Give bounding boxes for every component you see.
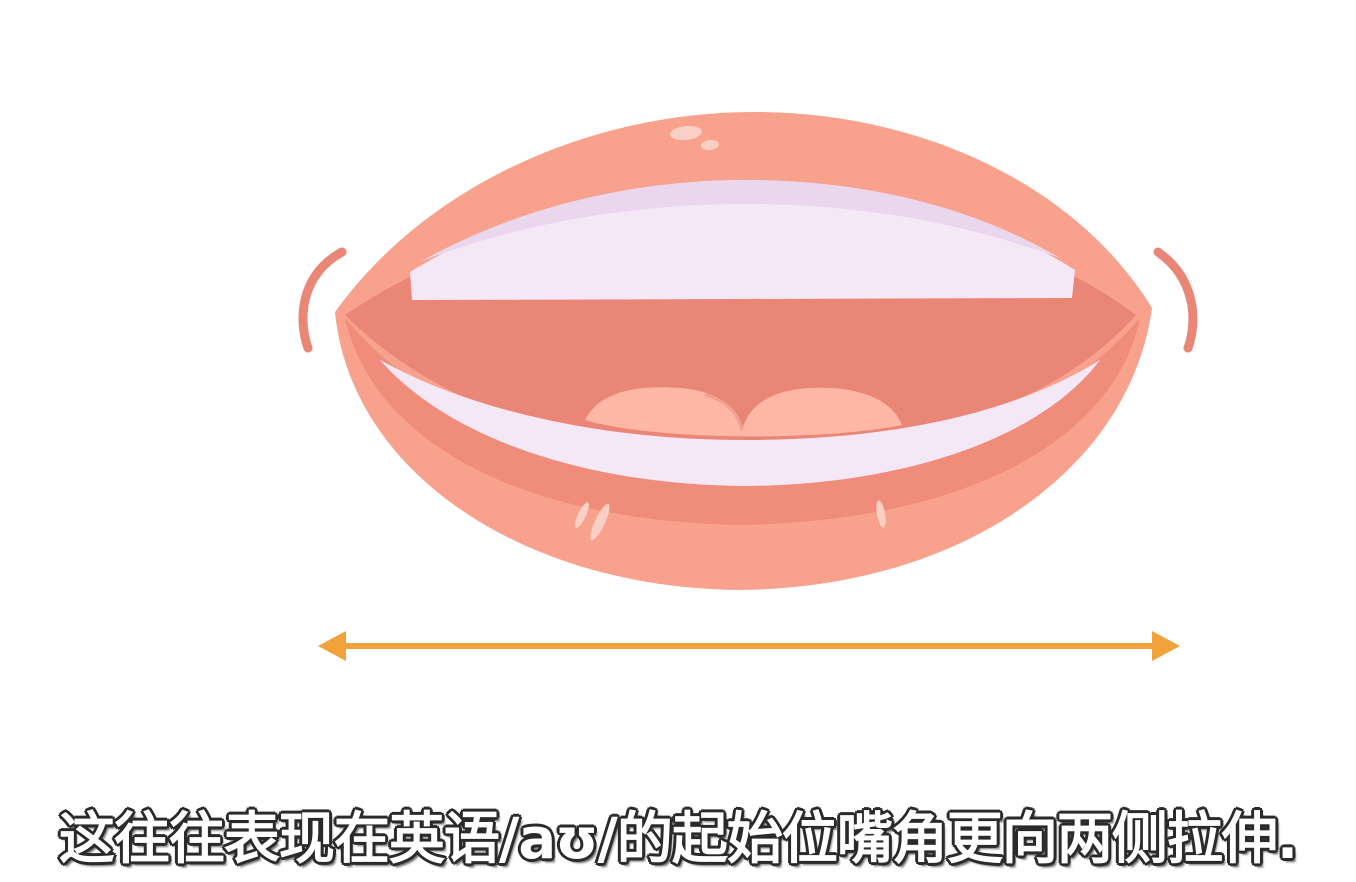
stretch-arrow-icon — [318, 631, 1180, 661]
lip-highlight — [701, 139, 719, 151]
lip-highlight — [575, 502, 589, 528]
tongue — [585, 387, 902, 437]
subtitle-caption: 这往往表现在英语/aʊ/的起始位嘴角更向两侧拉伸. — [58, 806, 1299, 873]
lip-highlight — [876, 500, 886, 528]
left-corner-mark — [298, 247, 347, 353]
lip-highlight — [590, 503, 610, 541]
lower-lip-shade — [345, 318, 1140, 525]
lower-teeth — [380, 360, 1100, 486]
upper-teeth-shade — [420, 180, 1060, 262]
right-corner-mark — [1153, 247, 1198, 353]
tongue-center-line — [704, 393, 744, 431]
lip-highlight — [670, 125, 702, 141]
